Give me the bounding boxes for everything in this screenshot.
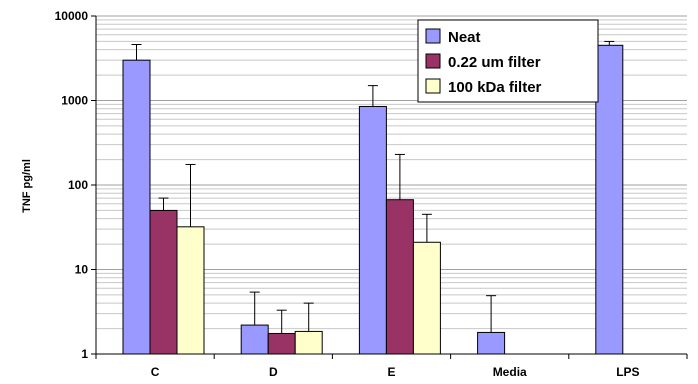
bar xyxy=(412,241,441,355)
bar xyxy=(358,105,387,355)
bar xyxy=(267,332,296,355)
legend-swatch xyxy=(425,78,441,94)
bar xyxy=(176,226,205,355)
axes: 1 10 100 1000 10000 C D E Media LPS xyxy=(55,9,688,379)
x-tick-label: LPS xyxy=(616,365,639,379)
legend-swatch xyxy=(425,53,441,69)
bar xyxy=(240,324,269,355)
bars xyxy=(122,40,624,355)
y-axis-title: TNF pg/ml xyxy=(21,159,33,213)
x-tick-label: D xyxy=(269,365,278,379)
bar xyxy=(385,199,414,355)
y-tick-label: 100 xyxy=(68,178,88,192)
y-tick-label: 10 xyxy=(75,263,89,277)
x-tick-label: Media xyxy=(493,365,527,379)
x-tick-label: E xyxy=(387,365,395,379)
bar xyxy=(122,59,151,355)
legend: Neat 0.22 um filter 100 kDa filter xyxy=(417,19,599,103)
x-tick-label: C xyxy=(151,365,160,379)
legend-label: 0.22 um filter xyxy=(448,54,541,71)
legend-label: 100 kDa filter xyxy=(448,79,542,96)
y-tick-label: 10000 xyxy=(55,9,89,23)
legend-swatch xyxy=(425,28,441,44)
y-tick-label: 1000 xyxy=(61,94,88,108)
bar xyxy=(294,330,323,355)
legend-label: Neat xyxy=(448,29,481,46)
bar xyxy=(149,209,178,355)
bar xyxy=(595,44,624,355)
bar xyxy=(477,331,506,355)
legend-box xyxy=(417,19,599,103)
y-tick-label: 1 xyxy=(81,347,88,361)
